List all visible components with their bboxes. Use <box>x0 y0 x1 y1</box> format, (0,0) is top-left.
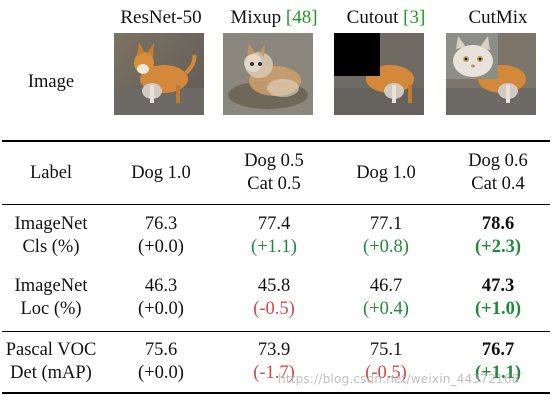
metric-delta: (-0.5) <box>365 363 407 383</box>
metric-value: 46.3 <box>144 276 178 296</box>
label-cell-cutmix: Dog 0.6 Cat 0.4 <box>442 150 554 196</box>
metric-cell-best: 47.3 (+1.0) <box>442 275 554 321</box>
watermark-url: https://blog.csdn.net/weixin_44372168 <box>278 372 520 386</box>
row-label-label: Label <box>0 162 102 185</box>
metric-value: 77.4 <box>257 214 291 234</box>
citation-link[interactable]: [3] <box>403 7 426 28</box>
metric-value: 46.7 <box>369 276 403 296</box>
label-line: Dog 0.5 <box>244 151 304 171</box>
metric-cell: 75.1 (-0.5) <box>330 339 442 385</box>
cutout-dog-photo-icon <box>334 33 424 115</box>
row-label-text: Loc (%) <box>20 299 82 319</box>
label-line: Dog 0.6 <box>468 151 528 171</box>
metric-cell-best: 78.6 (+2.3) <box>442 213 554 259</box>
dog-photo-icon <box>114 33 204 115</box>
metric-cell: 76.3 (+0.0) <box>104 213 218 259</box>
metric-cell: 73.9 (-1.7) <box>218 339 330 385</box>
label-row-divider <box>2 204 550 205</box>
label-cell-mixup: Dog 0.5 Cat 0.5 <box>218 150 330 196</box>
metric-value: 77.1 <box>369 214 403 234</box>
row-label-text: Pascal VOC <box>5 340 97 360</box>
column-header-cutmix: CutMix <box>442 6 554 29</box>
metric-cell: 46.7 (+0.4) <box>330 275 442 321</box>
row-label-text: Label <box>29 163 73 183</box>
row-label-imagenet-loc: ImageNet Loc (%) <box>0 275 102 321</box>
metric-delta: (+0.8) <box>363 237 409 257</box>
header-divider <box>2 140 550 142</box>
mixup-dog-cat-photo-icon <box>223 33 313 115</box>
metric-value: 76.3 <box>144 214 178 234</box>
column-header-name: CutMix <box>468 7 528 28</box>
metric-cell-best: 76.7 (+1.1) <box>442 339 554 385</box>
metric-delta: (+0.0) <box>138 299 184 319</box>
metric-delta: (+0.0) <box>138 363 184 383</box>
row-label-text: ImageNet <box>14 214 88 234</box>
row-label-text: Image <box>27 72 75 92</box>
row-label-image: Image <box>0 71 102 94</box>
metric-value: 76.7 <box>481 340 515 360</box>
metric-cell: 77.4 (+1.1) <box>218 213 330 259</box>
row-label-text: Det (mAP) <box>10 363 92 383</box>
row-label-text: Cls (%) <box>22 237 80 257</box>
metric-delta: (-0.5) <box>253 299 295 319</box>
metric-value: 73.9 <box>257 340 291 360</box>
label-line: Cat 0.5 <box>247 174 301 194</box>
table-bottom-rule <box>2 392 550 394</box>
metric-delta: (+1.1) <box>475 363 521 383</box>
column-header-cutout: Cutout [3] <box>330 6 442 29</box>
metric-delta: (+1.1) <box>251 237 297 257</box>
column-header-mixup: Mixup [48] <box>218 6 330 29</box>
label-line: Dog 1.0 <box>356 163 416 183</box>
metric-value: 78.6 <box>481 214 515 234</box>
metric-delta: (+0.0) <box>138 237 184 257</box>
metric-cell: 77.1 (+0.8) <box>330 213 442 259</box>
citation-link[interactable]: [48] <box>285 7 318 28</box>
column-header-resnet50: ResNet-50 <box>104 6 218 29</box>
column-header-name: Mixup <box>230 7 286 28</box>
label-line: Cat 0.4 <box>471 174 525 194</box>
metric-cell: 46.3 (+0.0) <box>104 275 218 321</box>
metric-value: 75.1 <box>369 340 403 360</box>
metric-cell: 75.6 (+0.0) <box>104 339 218 385</box>
metric-value: 75.6 <box>144 340 178 360</box>
row-label-imagenet-cls: ImageNet Cls (%) <box>0 213 102 259</box>
metric-delta: (-1.7) <box>253 363 295 383</box>
metrics-divider <box>2 331 550 332</box>
metric-delta: (+1.0) <box>475 299 521 319</box>
column-header-name: Cutout <box>346 7 404 28</box>
metric-delta: (+0.4) <box>363 299 409 319</box>
cutmix-dog-cat-photo-icon <box>446 33 536 115</box>
column-header-name: ResNet-50 <box>120 7 202 28</box>
label-line: Dog 1.0 <box>131 163 191 183</box>
label-cell-cutout: Dog 1.0 <box>330 162 442 185</box>
label-cell-resnet50: Dog 1.0 <box>104 162 218 185</box>
metric-cell: 45.8 (-0.5) <box>218 275 330 321</box>
row-label-pascal-voc-det: Pascal VOC Det (mAP) <box>0 339 102 385</box>
metric-value: 45.8 <box>257 276 291 296</box>
metric-delta: (+2.3) <box>475 237 521 257</box>
row-label-text: ImageNet <box>14 276 88 296</box>
metric-value: 47.3 <box>481 276 515 296</box>
